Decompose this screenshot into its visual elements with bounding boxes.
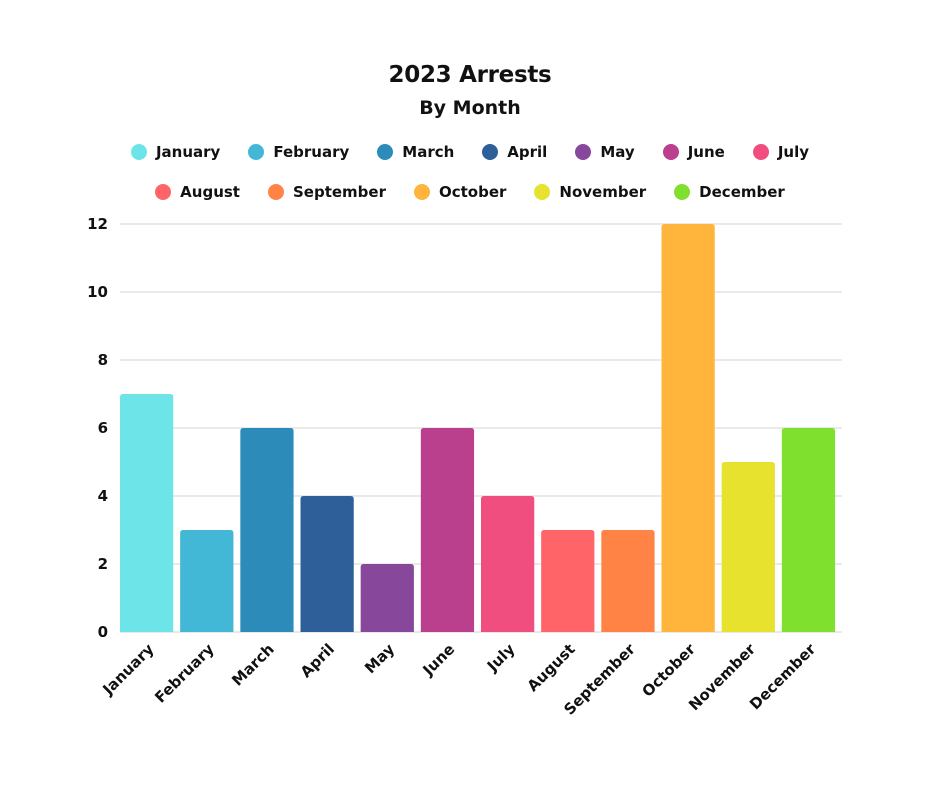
bar [721,462,775,632]
legend-swatch [413,184,430,200]
x-tick-label: December [746,640,820,714]
legend-label: June [687,143,725,161]
legend-row: August September October November December [0,183,940,201]
bar [120,394,174,632]
legend-swatch [662,144,679,160]
legend-label: February [273,143,350,161]
legend-label: September [292,183,386,201]
x-tick-label: July [483,640,519,676]
x-tick-label: August [524,640,579,695]
bar [420,428,475,632]
legend-swatch [267,184,284,200]
legend-label: January [155,143,221,161]
legend-row: January February March April May June July [0,143,940,161]
legend-item: October [413,183,507,201]
legend-label: December [699,183,785,201]
y-tick-label: 0 [98,623,108,641]
legend-swatch [155,184,172,200]
y-tick-label: 6 [98,419,108,437]
legend-item: January [130,143,221,161]
bar [180,530,234,632]
legend-swatch [674,184,691,200]
legend-swatch [752,144,769,160]
y-tick-label: 8 [98,351,108,369]
x-tick-label: June [419,640,459,680]
x-tick-label: May [361,640,398,677]
bar [541,530,595,632]
legend-label: October [438,183,507,201]
legend-swatch [377,144,394,160]
bar [601,530,655,632]
legend-label: November [559,183,647,201]
legend-item: June [662,143,725,161]
legend-swatch [482,144,499,160]
x-tick-label: January [99,640,158,699]
bar [781,428,836,632]
bar [240,428,294,632]
x-tick-label: March [228,640,278,690]
legend-item: September [267,183,386,201]
legend-item: December [674,183,785,201]
x-tick-label: October [639,640,700,701]
legend-label: August [180,183,240,201]
y-tick-label: 12 [87,215,108,233]
legend-item: May [575,143,635,161]
legend-item: July [752,143,810,161]
legend-swatch [248,144,265,160]
x-tick-label: April [297,640,338,681]
chart-title: 2023 Arrests [388,62,552,88]
y-tick-label: 4 [98,487,108,505]
legend-item: April [482,143,547,161]
legend-item: March [377,143,454,161]
legend-label: July [777,143,810,161]
chart-subtitle: By Month [419,97,521,119]
legend-label: May [600,143,635,161]
legend-label: April [507,143,548,161]
x-tick-label: February [151,640,218,707]
legend-item: August [155,183,240,201]
y-tick-label: 10 [87,283,108,301]
y-tick-label: 2 [98,555,108,573]
legend-swatch [575,144,592,160]
legend-swatch [130,144,147,160]
bar [360,564,414,632]
bar [481,496,535,632]
legend-swatch [534,184,551,200]
legend-item: November [534,183,646,201]
bar [300,496,354,632]
legend-item: February [248,143,349,161]
legend-label: March [402,143,455,161]
bar [661,224,715,632]
